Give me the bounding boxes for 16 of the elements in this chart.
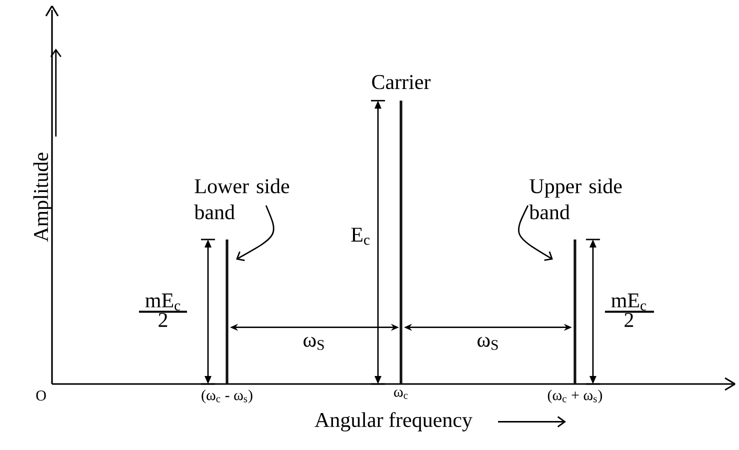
annotation: Lower side band [194, 178, 290, 220]
annotation: Upper side band [529, 178, 622, 220]
annotation: 2 [624, 312, 634, 327]
x-axis-title: Angular frequency [314, 412, 472, 432]
x-tick-label: ω$_{c}$ [394, 390, 408, 399]
x-tick-label: (ω$_{c}$ - ω$_{s}$) [202, 390, 252, 404]
annotation: 2 [158, 312, 168, 327]
text: O [36, 390, 46, 401]
x-tick-label: (ω$_{c}$ + ω$_{s}$) [548, 390, 602, 404]
text: Carrier [372, 75, 431, 90]
annotation: mE$_{c}$ [145, 294, 180, 311]
annotation: ω$_{S}$ [304, 336, 324, 350]
annotation: mE$_{c}$ [611, 294, 646, 311]
annotation: E$_{c}$ [351, 228, 370, 245]
annotation: ω$_{S}$ [478, 336, 498, 350]
y-axis-title: Amplitude [33, 152, 52, 242]
